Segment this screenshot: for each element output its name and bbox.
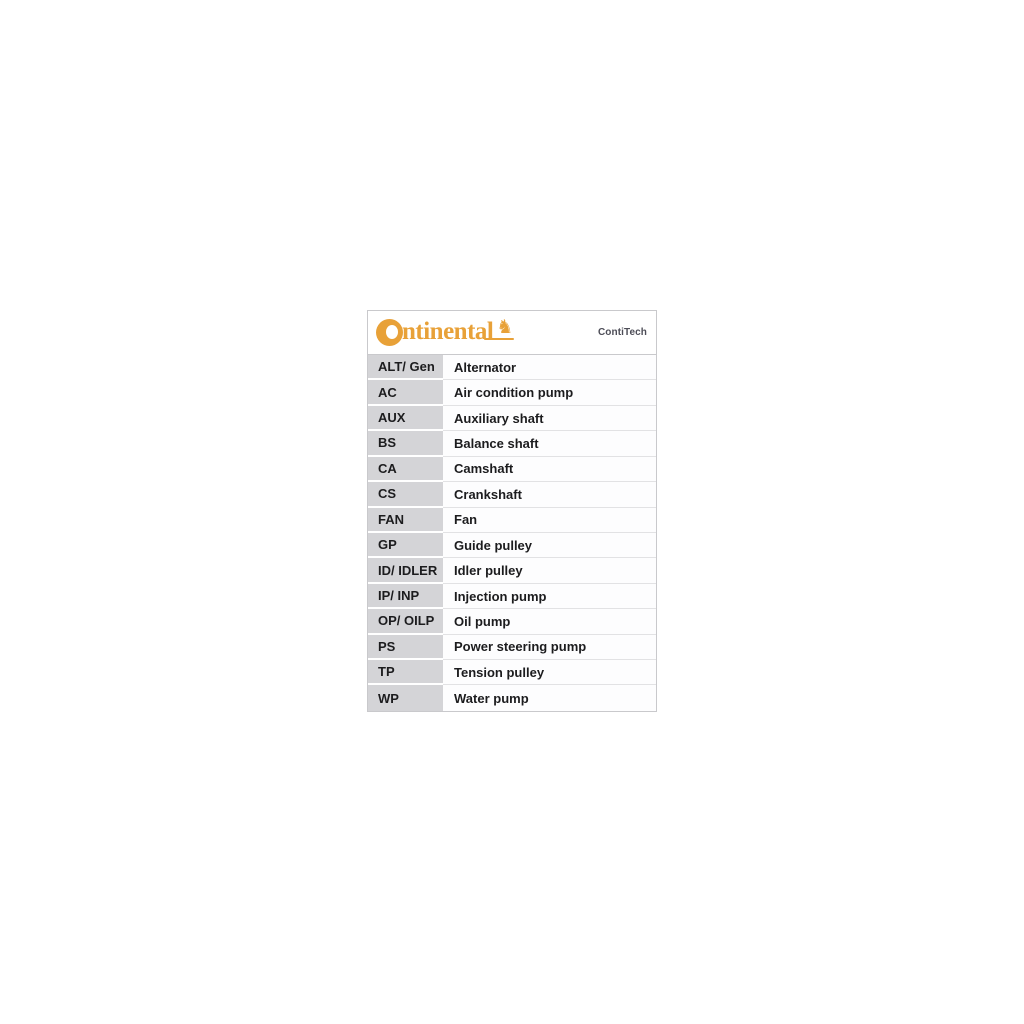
table-row: CA Camshaft (368, 456, 656, 483)
desc-cell: Tension pulley (443, 660, 656, 686)
table-row: IP/ INP Injection pump (368, 583, 656, 610)
card-header: ntinental ♞ ContiTech (368, 311, 656, 355)
desc-cell: Guide pulley (443, 532, 656, 559)
desc-cell: Air condition pump (443, 380, 656, 406)
legend-table-card: ntinental ♞ ContiTech ALT/ Gen Alternato… (367, 310, 657, 712)
table-row: AUX Auxiliary shaft (368, 405, 656, 432)
abbr-cell: WP (368, 685, 443, 711)
abbr-cell: FAN (368, 507, 443, 533)
desc-cell: Balance shaft (443, 431, 656, 457)
desc-cell: Water pump (443, 685, 656, 711)
desc-cell: Oil pump (443, 609, 656, 635)
abbr-cell: AC (368, 380, 443, 406)
abbr-cell: GP (368, 532, 443, 559)
abbr-cell: BS (368, 431, 443, 457)
logo-o-counter (386, 325, 398, 339)
desc-cell: Alternator (443, 355, 656, 381)
table-row: WP Water pump (368, 685, 656, 711)
table-row: CS Crankshaft (368, 482, 656, 508)
abbr-cell: IP/ INP (368, 583, 443, 610)
table-row: AC Air condition pump (368, 380, 656, 406)
logo-wordmark: ntinental (402, 318, 494, 345)
table-row: BS Balance shaft (368, 431, 656, 457)
continental-logo: ntinental ♞ (376, 317, 515, 346)
abbr-cell: PS (368, 634, 443, 661)
desc-cell: Power steering pump (443, 634, 656, 661)
contitech-label: ContiTech (597, 327, 647, 338)
desc-cell: Injection pump (443, 583, 656, 610)
horse-icon: ♞ (484, 317, 515, 340)
table-row: TP Tension pulley (368, 660, 656, 686)
desc-cell: Camshaft (443, 456, 656, 483)
logo-c-disc-icon (376, 319, 403, 346)
table-row: GP Guide pulley (368, 532, 656, 559)
abbr-cell: CA (368, 456, 443, 483)
table-row: ID/ IDLER Idler pulley (368, 558, 656, 584)
abbreviation-table: ALT/ Gen Alternator AC Air condition pum… (368, 355, 656, 711)
desc-cell: Auxiliary shaft (443, 405, 656, 432)
abbr-cell: OP/ OILP (368, 609, 443, 635)
table-row: OP/ OILP Oil pump (368, 609, 656, 635)
table-row: PS Power steering pump (368, 634, 656, 661)
desc-cell: Crankshaft (443, 482, 656, 508)
abbr-cell: CS (368, 482, 443, 508)
table-row: ALT/ Gen Alternator (368, 355, 656, 381)
desc-cell: Idler pulley (443, 558, 656, 584)
abbr-cell: TP (368, 660, 443, 686)
abbr-cell: ID/ IDLER (368, 558, 443, 584)
table-row: FAN Fan (368, 507, 656, 533)
desc-cell: Fan (443, 507, 656, 533)
abbr-cell: ALT/ Gen (368, 355, 443, 381)
abbr-cell: AUX (368, 405, 443, 432)
